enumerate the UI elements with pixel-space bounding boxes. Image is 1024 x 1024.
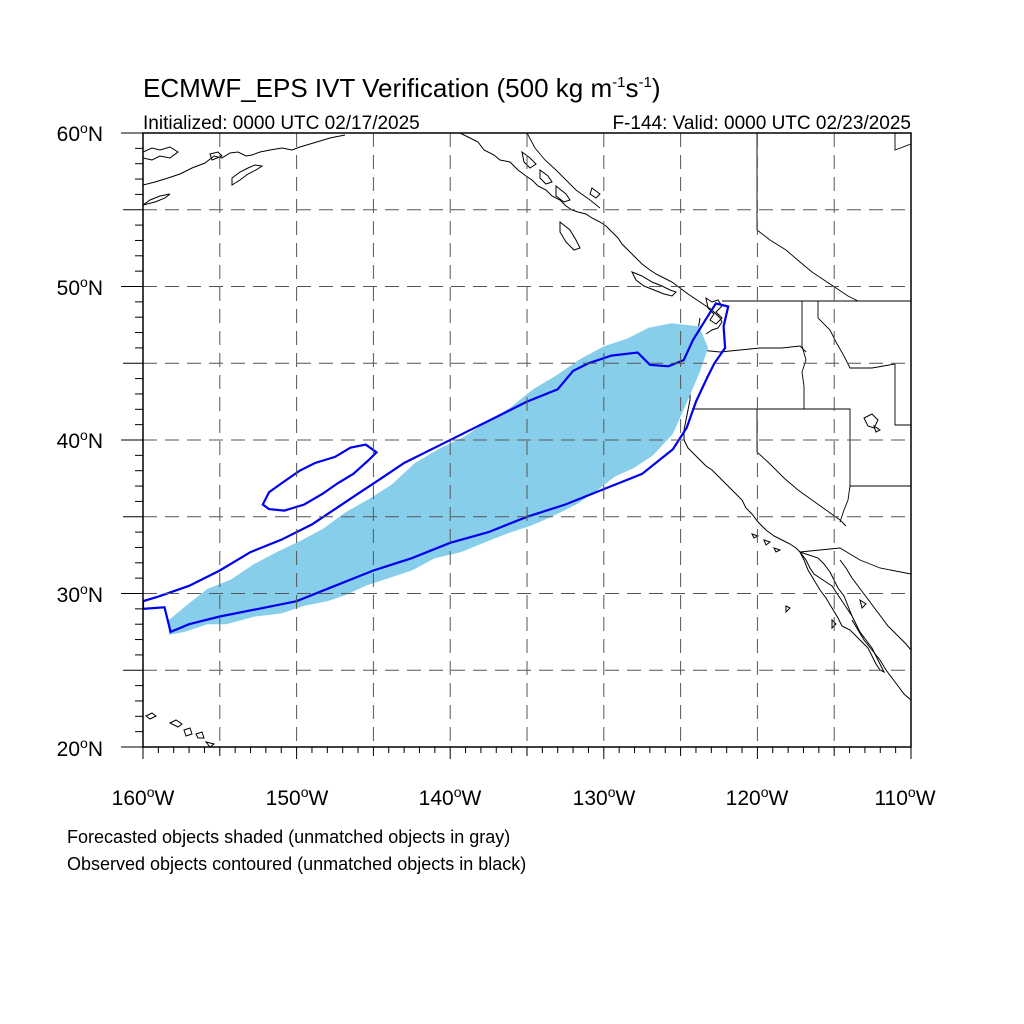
valid-label: F-144: Valid: 0000 UTC 02/23/2025 <box>612 113 911 134</box>
observed-ivt-contour-1 <box>143 302 730 634</box>
oregon-california-border <box>692 408 911 487</box>
baja-california <box>799 551 886 674</box>
plot-area <box>143 133 911 747</box>
lat-lon-grid <box>143 133 911 747</box>
idaho-border <box>801 301 807 409</box>
longitude-labels: 160oW 150oW 140oW 130oW 120oW 110oW <box>112 784 936 810</box>
forecast-note: Forecasted objects shaded (unmatched obj… <box>67 827 510 847</box>
lon-label-130: 130oW <box>573 784 636 810</box>
lat-label-20: 20oN <box>57 735 103 761</box>
observed-ivt-contour-2 <box>261 443 379 512</box>
lat-label-50: 50oN <box>57 274 103 300</box>
observed-ivt-objects <box>143 302 730 634</box>
lat-label-60: 60oN <box>57 120 103 146</box>
lat-label-30: 30oN <box>57 581 103 607</box>
latitude-labels: 20oN 30oN 40oN 50oN 60oN <box>57 120 103 761</box>
us-mexico-border <box>799 547 911 575</box>
montana-border <box>817 301 896 369</box>
bc-coastline <box>459 133 723 335</box>
alaska-canada-border <box>526 133 601 209</box>
political-borders <box>526 133 911 575</box>
coastlines <box>143 133 911 747</box>
mexico-coastline <box>839 559 911 701</box>
washington-oregon-border <box>699 345 807 353</box>
map-title: ECMWF_EPS IVT Verification (500 kg m-1s-… <box>143 73 660 103</box>
us-west-coastline <box>683 317 853 617</box>
lon-label-110: 110oW <box>874 784 935 810</box>
initialized-label: Initialized: 0000 UTC 02/17/2025 <box>143 113 420 134</box>
lon-label-160: 160oW <box>112 784 175 810</box>
alaska-coastline <box>143 134 346 206</box>
lon-label-150: 150oW <box>266 784 329 810</box>
axis-ticks <box>121 132 912 759</box>
lat-label-40: 40oN <box>57 427 103 453</box>
wyoming-border <box>894 364 911 426</box>
lon-label-140: 140oW <box>419 784 482 810</box>
coastal-islands <box>751 533 867 630</box>
arizona-border <box>839 485 851 523</box>
hawaii-islands <box>145 712 216 747</box>
observed-note: Observed objects contoured (unmatched ob… <box>67 854 526 874</box>
puget-sound <box>705 296 723 325</box>
lon-label-120: 120oW <box>726 784 789 810</box>
canada-province-border <box>756 133 911 302</box>
great-salt-lake <box>863 413 881 433</box>
forecast-ivt-object <box>167 323 709 635</box>
bc-islands <box>521 150 677 297</box>
